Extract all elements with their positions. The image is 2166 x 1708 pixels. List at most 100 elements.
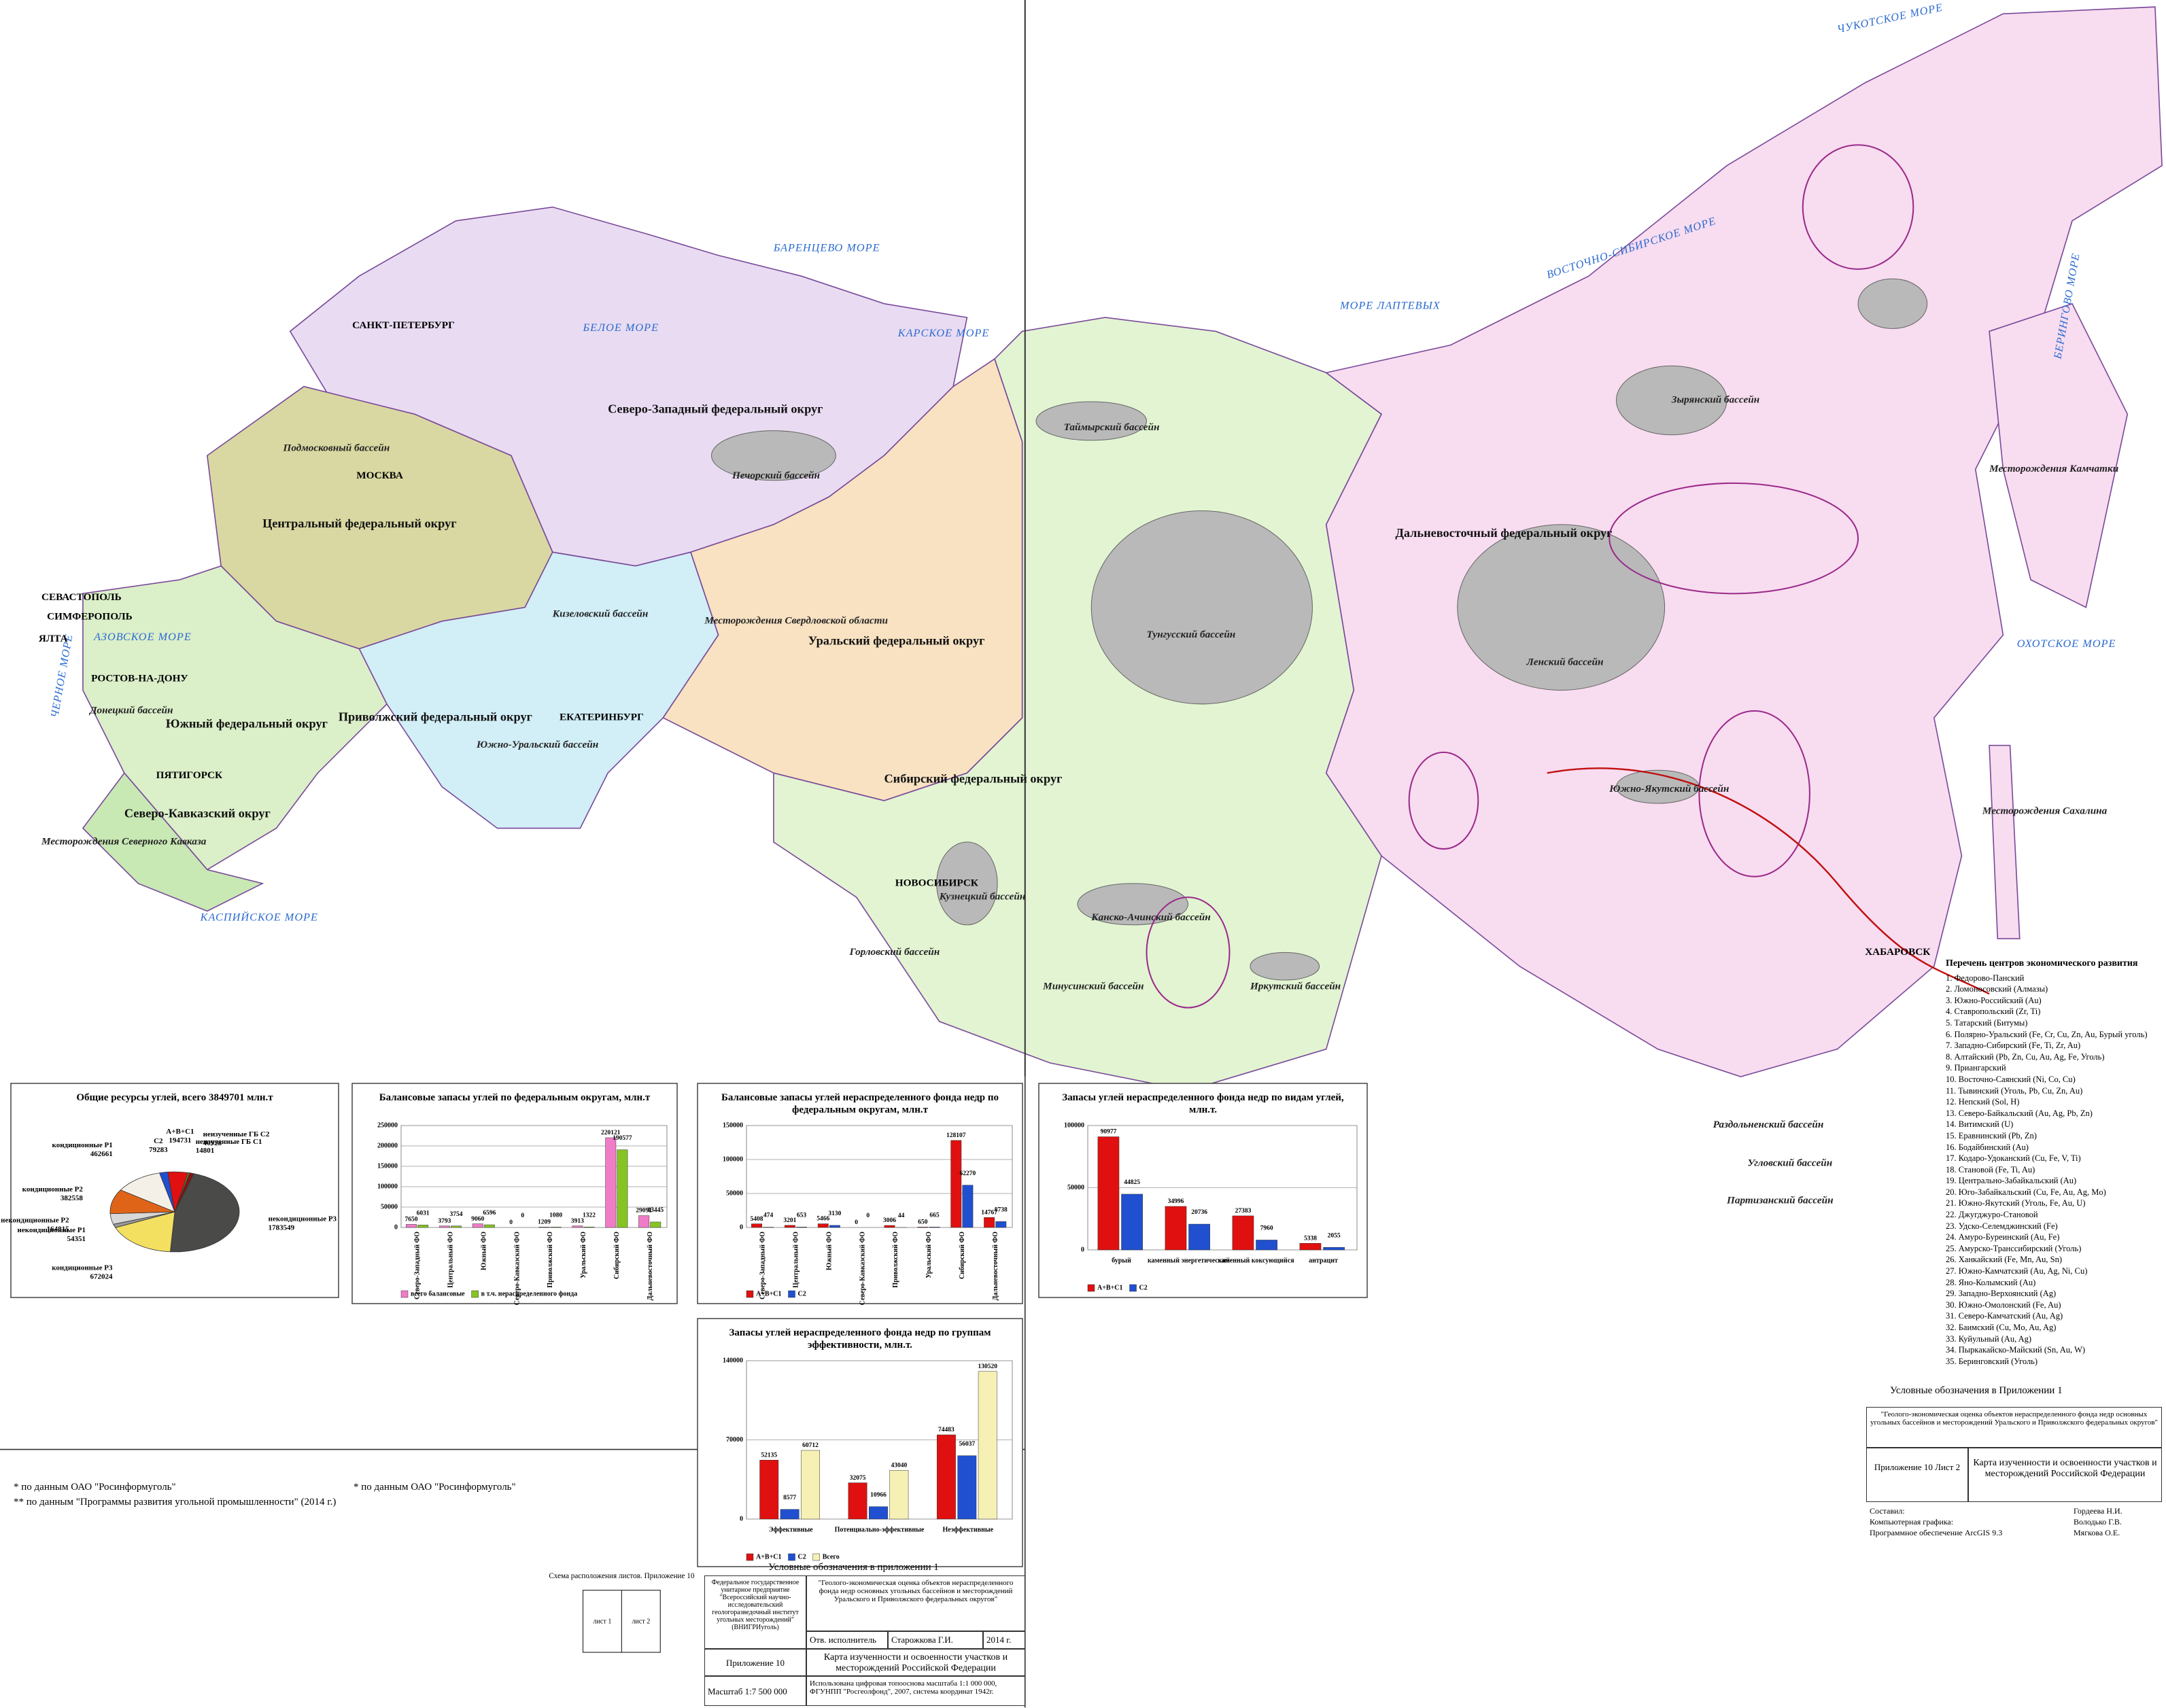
centre-item: 34. Пыркакайско-Майский (Sn, Au, W) xyxy=(1946,1345,2086,1355)
y-tick-label: 100000 xyxy=(1064,1121,1084,1129)
legend-swatch xyxy=(400,1290,409,1298)
slice-value: 40928 xyxy=(203,1139,222,1147)
sea-label: БЕЛОЕ МОРЕ xyxy=(583,321,659,334)
y-tick-label: 0 xyxy=(1081,1246,1084,1253)
y-tick-label: 0 xyxy=(394,1223,398,1231)
centre-item: 12. Непский (Sol, H) xyxy=(1946,1097,2020,1107)
y-tick-label: 0 xyxy=(740,1515,743,1522)
chart-title: Балансовые запасы углей по федеральным о… xyxy=(379,1092,651,1103)
tb-appendix: Приложение 10 xyxy=(704,1649,806,1676)
value-label: 7960 xyxy=(1260,1225,1273,1232)
tb-org: Федеральное государственное унитарное пр… xyxy=(704,1575,806,1649)
basin-label: Иркутский бассейн xyxy=(1250,981,1341,992)
legend-label: Всего xyxy=(823,1553,840,1561)
slice-label: некондиционные P2 xyxy=(1,1216,69,1224)
legend-swatch xyxy=(788,1290,795,1298)
sheet-scheme-title: Схема расположения листов. Приложение 10 xyxy=(549,1572,694,1580)
basin-label: Тунгусский бассейн xyxy=(1147,629,1236,640)
city-label: ЯЛТА xyxy=(39,633,68,644)
value-label: 5408 xyxy=(751,1216,763,1223)
y-tick-label: 150000 xyxy=(723,1121,743,1129)
bar xyxy=(936,1434,956,1520)
chart-title: Запасы углей нераспределенного фонда нед… xyxy=(729,1327,991,1350)
slice-value: 1783549 xyxy=(269,1224,295,1232)
x-tick-label: Южный ФО xyxy=(825,1232,833,1270)
district-ncaucasus xyxy=(82,772,264,912)
centre-item: 29. Западно-Верхоянский (Ag) xyxy=(1946,1289,2057,1299)
centre-outlines xyxy=(1146,144,1914,1009)
y-tick-label: 100000 xyxy=(723,1155,743,1163)
basin-label: Южно-Якутский бассейн xyxy=(1609,783,1729,795)
legend-label: в т.ч. нераспределенного фонда xyxy=(481,1290,578,1297)
bar xyxy=(784,1225,795,1228)
value-label: 5466 xyxy=(816,1216,829,1223)
basin-label: Раздольненский бассейн xyxy=(1713,1119,1824,1130)
legend-label: C2 xyxy=(1139,1284,1148,1291)
x-tick-label: каменный энергетический xyxy=(1148,1257,1230,1264)
basin-label: Угловский бассейн xyxy=(1747,1157,1832,1169)
pie-slice xyxy=(169,1173,240,1253)
slice-label: неизученные ГБ C2 xyxy=(203,1130,270,1138)
city-label: РОСТОВ-НА-ДОНУ xyxy=(91,673,188,684)
centre-item: 17. Кодаро-Удоканский (Cu, Fe, V, Ti) xyxy=(1946,1153,2081,1164)
x-tick-label: Неэффективные xyxy=(943,1526,994,1533)
bar xyxy=(984,1217,995,1228)
value-label: 20736 xyxy=(1191,1209,1207,1216)
basin-label: Печорский бассейн xyxy=(732,470,820,481)
basin-label: Месторождения Свердловской области xyxy=(704,614,888,626)
value-label: 5338 xyxy=(1304,1235,1317,1242)
city-label: ХАБАРОВСК xyxy=(1865,946,1930,958)
sea-label: КАРСКОЕ МОРЕ xyxy=(897,327,990,339)
basin-label: Минусинский бассейн xyxy=(1042,981,1144,992)
y-tick-label: 50000 xyxy=(381,1203,398,1210)
centre-item: 10. Восточно-Саянский (Ni, Co, Cu) xyxy=(1946,1074,2076,1084)
value-label: 10966 xyxy=(870,1492,887,1499)
bar xyxy=(1323,1247,1345,1251)
bar xyxy=(889,1470,909,1520)
value-label: 130520 xyxy=(978,1363,997,1370)
outline xyxy=(1698,710,1810,877)
slice-value: 14801 xyxy=(196,1147,215,1155)
x-tick-label: Уральский ФО xyxy=(580,1232,587,1278)
railway xyxy=(1547,767,1990,995)
value-label: 7650 xyxy=(405,1217,418,1223)
tb-role: Отв. исполнитель xyxy=(806,1631,888,1649)
basin-label: Партизанский бассейн xyxy=(1726,1194,1834,1206)
value-label: 128107 xyxy=(946,1132,966,1139)
centre-item: 23. Удско-Селемджинский (Fe) xyxy=(1946,1221,2058,1231)
basin-label: Донецкий бассейн xyxy=(88,704,173,716)
value-label: 6596 xyxy=(483,1210,496,1217)
tb-credits: Составил: Компьютерная графика: Программ… xyxy=(1870,1505,2002,1538)
legend-swatch xyxy=(746,1290,754,1298)
bar xyxy=(801,1450,820,1520)
y-tick-label: 50000 xyxy=(1067,1184,1084,1191)
centre-item: 28. Яно-Колымский (Au) xyxy=(1946,1277,2036,1287)
legend-label: C2 xyxy=(798,1553,806,1561)
basin xyxy=(1457,524,1666,691)
bar xyxy=(780,1509,800,1520)
slice-label: кондиционные P2 xyxy=(22,1185,84,1193)
district-label: Уральский федеральный округ xyxy=(808,634,985,648)
legend-label: A+B+C1 xyxy=(756,1290,782,1297)
x-tick-label: Северо-Кавказский ФО xyxy=(513,1232,521,1306)
centre-item: 6. Полярно-Уральский (Fe, Cr, Cu, Zn, Au… xyxy=(1946,1029,2148,1039)
value-label: 3201 xyxy=(783,1217,796,1224)
value-label: 74483 xyxy=(938,1427,955,1433)
basin-label: Месторождения Северного Кавказа xyxy=(41,835,207,847)
bar xyxy=(1232,1215,1254,1251)
legend-swatch xyxy=(812,1553,820,1561)
basin-label: Канско-Ачинский бассейн xyxy=(1090,911,1210,923)
centre-item: 19. Центрально-Забайкальский (Au) xyxy=(1946,1176,2077,1186)
centre-item: 31. Северо-Камчатский (Au, Ag) xyxy=(1946,1311,2063,1321)
basins xyxy=(710,278,1928,981)
bar xyxy=(817,1223,829,1228)
x-tick-label: Приволжский ФО xyxy=(892,1232,899,1288)
slice-label: неизученные ГБ C1 xyxy=(196,1138,262,1146)
value-label: 650 xyxy=(918,1219,928,1226)
value-label: 1322 xyxy=(583,1212,596,1219)
legend-label: A+B+C1 xyxy=(1097,1284,1123,1291)
x-tick-label: Центральный ФО xyxy=(793,1232,800,1288)
basin xyxy=(1857,278,1928,329)
sakhalin xyxy=(1989,744,2021,939)
